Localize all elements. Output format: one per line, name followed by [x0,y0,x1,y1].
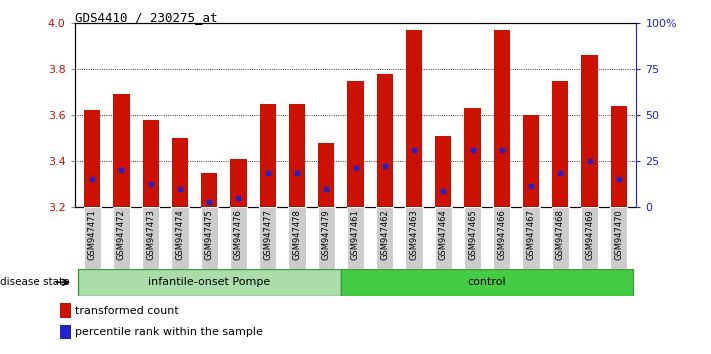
Bar [610,207,627,269]
Text: GSM947462: GSM947462 [380,210,389,260]
Text: GSM947479: GSM947479 [322,210,331,260]
Bar [405,207,422,269]
Bar [435,136,451,207]
Text: GSM947464: GSM947464 [439,210,448,260]
Text: GSM947476: GSM947476 [234,210,243,261]
Bar [289,104,305,207]
Bar [171,207,188,269]
Bar [201,207,218,269]
Bar [552,81,568,207]
Text: GSM947466: GSM947466 [497,210,506,261]
Bar [114,95,129,207]
Text: control: control [468,277,506,287]
Text: GSM947468: GSM947468 [556,210,565,261]
Bar [523,115,539,207]
Bar [341,269,634,296]
Bar [318,207,335,269]
Bar [464,108,481,207]
Bar [143,120,159,207]
Text: GSM947475: GSM947475 [205,210,214,260]
Bar [172,138,188,207]
Text: GSM947467: GSM947467 [527,210,535,261]
Text: GSM947478: GSM947478 [292,210,301,261]
Bar [406,30,422,207]
Bar [77,269,341,296]
Bar [259,207,277,269]
Bar [376,207,393,269]
Bar [523,207,540,269]
Text: infantile-onset Pompe: infantile-onset Pompe [148,277,270,287]
Bar [230,159,247,207]
Text: GSM947471: GSM947471 [87,210,97,260]
Bar [493,207,510,269]
Text: transformed count: transformed count [75,306,178,316]
Bar [142,207,159,269]
Bar [611,106,627,207]
Bar [348,81,363,207]
Text: GSM947470: GSM947470 [614,210,624,260]
Text: GSM947469: GSM947469 [585,210,594,260]
Bar [201,173,218,207]
Bar [260,104,276,207]
Bar [347,207,364,269]
Text: GSM947473: GSM947473 [146,210,155,261]
Bar [319,143,334,207]
Bar [289,207,306,269]
Bar [493,30,510,207]
Text: GDS4410 / 230275_at: GDS4410 / 230275_at [75,11,217,24]
Bar [60,325,71,339]
Bar [582,55,597,207]
Text: GSM947461: GSM947461 [351,210,360,260]
Text: GSM947474: GSM947474 [176,210,184,260]
Bar [84,207,101,269]
Text: GSM947472: GSM947472 [117,210,126,260]
Bar [552,207,569,269]
Bar [60,303,71,318]
Bar [434,207,452,269]
Bar [230,207,247,269]
Bar [84,110,100,207]
Text: GSM947463: GSM947463 [410,210,419,261]
Bar [581,207,598,269]
Bar [377,74,392,207]
Bar [464,207,481,269]
Text: GSM947477: GSM947477 [263,210,272,261]
Bar [113,207,130,269]
Text: percentile rank within the sample: percentile rank within the sample [75,327,262,337]
Text: disease state: disease state [0,277,70,287]
Text: GSM947465: GSM947465 [468,210,477,260]
